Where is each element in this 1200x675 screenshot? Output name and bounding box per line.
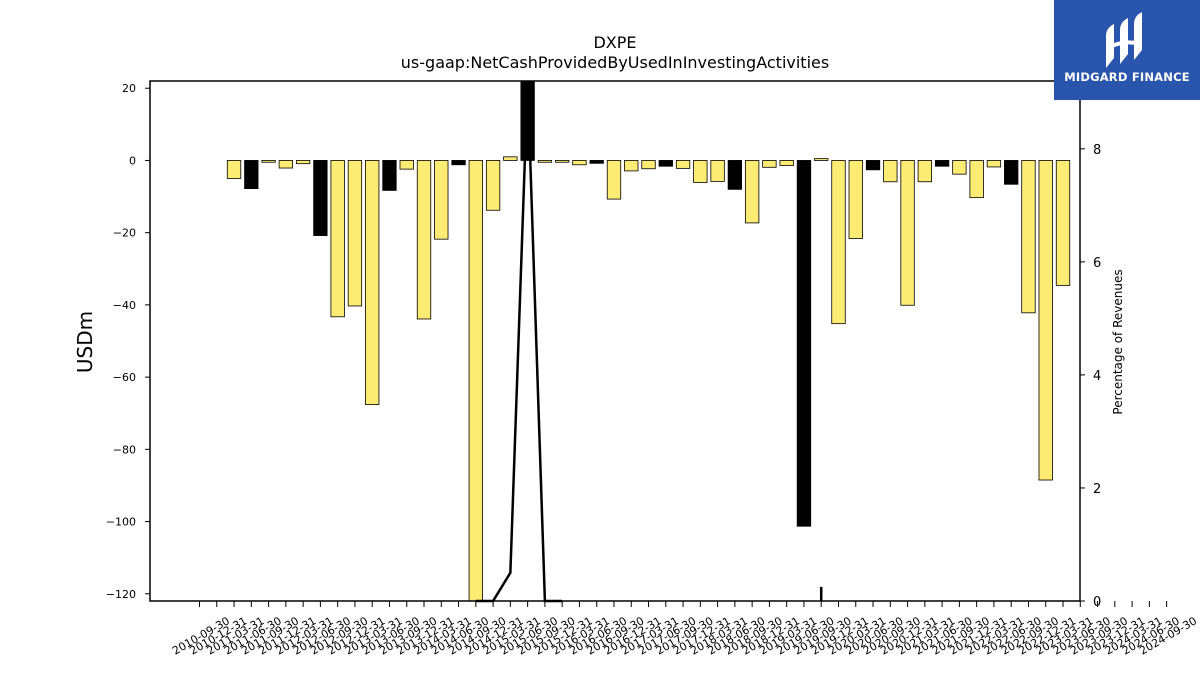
bar [399,160,414,170]
bar [485,160,501,211]
y-axis-label: USDm [73,311,97,373]
bar [624,160,639,172]
bar [934,160,950,167]
bar [762,160,777,168]
bar [295,160,311,165]
bar [848,160,863,239]
y-tick-label: −80 [113,443,136,456]
bar [555,160,570,163]
y2-tick-label: 8 [1093,143,1101,158]
bar [796,160,812,527]
bar [693,160,708,183]
bar [365,160,380,405]
bar [658,160,673,167]
axes: 200−20−40−60−80−100−120864202010-09-3020… [106,82,1199,657]
bar [416,160,432,320]
y-tick-label: −40 [113,299,136,312]
y-tick-label: −120 [106,588,136,601]
bar [1004,160,1019,185]
y-tick-label: −100 [106,516,136,529]
bar [675,160,691,169]
bar [952,160,967,175]
bar [814,158,829,161]
bar [278,160,294,169]
bar [779,160,794,166]
bar [917,160,932,183]
revenue-pct-line [475,80,563,603]
y-tick-label: 0 [129,154,136,167]
bar [1055,160,1071,286]
brand-logo: MIDGARD FINANCE [1054,0,1200,100]
bar [451,160,466,166]
y2-tick-label: 4 [1093,369,1101,384]
bar [226,160,242,179]
y2-tick-label: 6 [1093,256,1101,271]
bar [1038,160,1053,481]
bar [382,160,397,191]
plot-frame [149,80,1081,602]
plot-area [226,80,1071,603]
y-tick-label: −20 [113,227,136,240]
bar [572,160,587,166]
y2-axis-label: Percentage of Revenues [1111,269,1125,414]
bar [537,160,553,163]
bar [244,160,259,190]
logo-text: MIDGARD FINANCE [1064,70,1190,84]
bar [313,160,328,236]
bar [1021,160,1036,314]
bar [744,160,760,224]
bar [261,160,276,163]
bar [347,160,363,307]
bar [468,160,483,602]
chart-subtitle: us-gaap:NetCashProvidedByUsedInInvesting… [401,53,829,72]
y2-tick-label: 2 [1093,482,1101,497]
bar [969,160,984,199]
bar [434,160,449,240]
bar [589,160,604,164]
bar [503,156,518,161]
chart-title: DXPE [593,33,636,52]
bar [831,160,846,325]
logo-mark-icon [1106,12,1142,68]
y-tick-label: 20 [122,82,136,95]
bar [330,160,345,318]
bar [710,160,725,182]
y-tick-label: −60 [113,371,136,384]
bar [641,160,656,170]
bar [606,160,622,200]
bar [900,160,915,306]
bar [865,160,881,171]
bar [883,160,898,183]
bar [986,160,1002,168]
bar [727,160,743,190]
